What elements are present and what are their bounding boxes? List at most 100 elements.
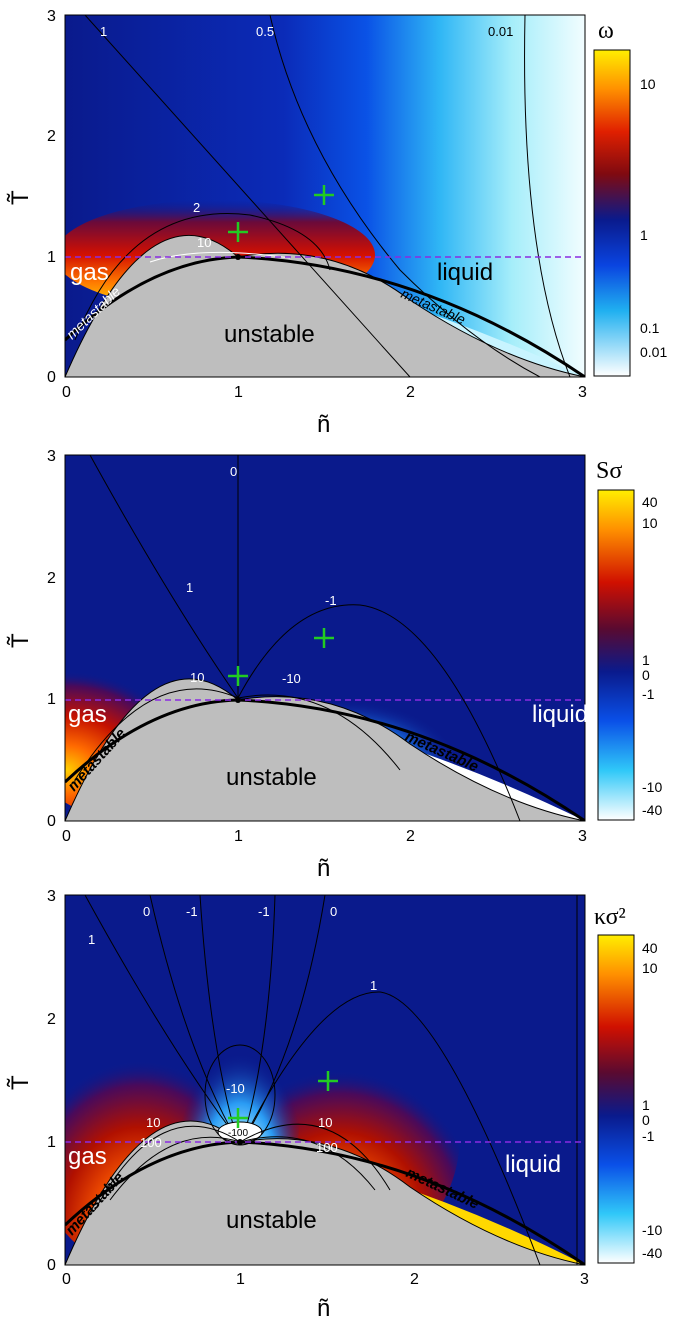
skewness-colorbar-title: Sσ bbox=[596, 458, 622, 484]
panel-kurtosis: 1 0 -1 -1 0 1 -10 10 10 100 100 -100 gas… bbox=[0, 880, 687, 1322]
skewness-y-tick: 2 bbox=[47, 570, 56, 587]
omega-x-axis-label: ñ bbox=[317, 411, 330, 438]
kurtosis-colorbar-tick: 1 bbox=[642, 1097, 650, 1113]
omega-colorbar-tick: 0.01 bbox=[640, 344, 667, 360]
omega-colorbar-tick: 10 bbox=[640, 76, 656, 92]
skewness-contour-minus1 bbox=[237, 604, 521, 821]
kurtosis-marker-1 bbox=[228, 1108, 248, 1128]
kurtosis-contour-100-left bbox=[109, 1136, 241, 1201]
skewness-contour-label: -1 bbox=[325, 593, 337, 608]
kurtosis-y-axis-label: T̃ bbox=[7, 1075, 34, 1090]
skewness-contour-10 bbox=[74, 688, 239, 781]
kurtosis-colorbar-tick: 40 bbox=[642, 940, 658, 956]
skewness-x-tick: 2 bbox=[406, 828, 415, 845]
kurtosis-contour-100-right bbox=[239, 1136, 376, 1191]
skewness-x-axis-label: ñ bbox=[317, 855, 330, 880]
omega-contour-10 bbox=[149, 251, 291, 263]
skewness-contour-label: 10 bbox=[190, 670, 204, 685]
omega-x-tick: 1 bbox=[234, 384, 243, 401]
omega-coexistence-curve bbox=[65, 255, 585, 377]
kurtosis-x-tick: 1 bbox=[236, 1271, 245, 1288]
omega-y-tick: 1 bbox=[47, 249, 56, 266]
kurtosis-colorbar-tick: -1 bbox=[642, 1128, 655, 1144]
skewness-x-tick: 1 bbox=[234, 828, 243, 845]
kurtosis-contour-label: 100 bbox=[140, 1135, 162, 1150]
skewness-colorbar-tick: 1 bbox=[642, 652, 650, 668]
kurtosis-contour-label: 10 bbox=[146, 1115, 160, 1130]
skewness-unstable-label: unstable bbox=[226, 764, 317, 791]
kurtosis-colorbar-tick: -40 bbox=[642, 1245, 662, 1261]
kurtosis-contour-1-left bbox=[84, 895, 241, 1143]
kurtosis-x-tick: 0 bbox=[62, 1271, 71, 1288]
kurtosis-contour-label: 0 bbox=[143, 904, 150, 919]
kurtosis-contour-label: 100 bbox=[316, 1140, 338, 1155]
kurtosis-contour-label: 1 bbox=[370, 978, 377, 993]
omega-contour-0.01 bbox=[524, 15, 571, 377]
skewness-marker-2 bbox=[314, 628, 334, 648]
kurtosis-chart: 1 0 -1 -1 0 1 -10 10 10 100 100 -100 gas… bbox=[7, 888, 662, 1322]
kurtosis-y-tick: 0 bbox=[47, 1257, 56, 1274]
kurtosis-contour-10-right bbox=[239, 1123, 391, 1191]
kurtosis-contour-0-right bbox=[241, 895, 326, 1143]
skewness-y-axis-label: T̃ bbox=[7, 633, 34, 648]
omega-liquid-label: liquid bbox=[437, 259, 493, 286]
kurtosis-x-tick: 2 bbox=[410, 1271, 419, 1288]
kurtosis-contour-label: -1 bbox=[258, 904, 270, 919]
kurtosis-colorbar-title: κσ² bbox=[594, 904, 626, 930]
skewness-contour-label: 1 bbox=[186, 580, 193, 595]
omega-contour-1 bbox=[84, 15, 411, 377]
omega-marker-2 bbox=[314, 185, 334, 205]
kurtosis-x-axis-label: ñ bbox=[317, 1295, 330, 1322]
skewness-liquid-label: liquid bbox=[532, 701, 588, 728]
skewness-y-tick: 3 bbox=[47, 448, 56, 465]
skewness-colorbar-tick: -1 bbox=[642, 686, 655, 702]
omega-gas-label: gas bbox=[70, 259, 109, 286]
skewness-y-tick: 1 bbox=[47, 691, 56, 708]
skewness-plot-frame bbox=[64, 454, 586, 822]
kurtosis-contour-label: -100 bbox=[228, 1128, 248, 1139]
kurtosis-y-tick: 1 bbox=[47, 1134, 56, 1151]
omega-marker-1 bbox=[228, 222, 248, 242]
kurtosis-contour-label: -1 bbox=[186, 904, 198, 919]
skewness-contour-1 bbox=[89, 455, 239, 699]
omega-y-tick: 2 bbox=[47, 128, 56, 145]
skewness-contour-label: -10 bbox=[282, 671, 301, 686]
omega-y-axis-label: T̃ bbox=[7, 190, 34, 205]
skewness-colorbar-tick: -40 bbox=[642, 802, 662, 818]
skewness-x-tick: 3 bbox=[578, 828, 587, 845]
omega-x-tick: 0 bbox=[62, 384, 71, 401]
omega-contour-label: 0.5 bbox=[256, 24, 274, 39]
kurtosis-contour-0-left bbox=[149, 895, 239, 1143]
skewness-contour-minus10 bbox=[237, 694, 401, 771]
omega-contour-label: 2 bbox=[193, 200, 200, 215]
kurtosis-critical-point bbox=[237, 1139, 243, 1145]
kurtosis-colorbar bbox=[597, 934, 635, 1264]
omega-contour-2 bbox=[74, 213, 331, 341]
omega-chart: 1 0.5 0.01 2 10 gas liquid unstable meta… bbox=[7, 8, 667, 438]
kurtosis-contour-10-left bbox=[94, 1125, 241, 1211]
omega-contour-label: 10 bbox=[197, 235, 211, 250]
skewness-marker-1 bbox=[228, 666, 248, 686]
kurtosis-contour-1-right bbox=[241, 991, 541, 1265]
skewness-x-tick: 0 bbox=[62, 828, 71, 845]
kurtosis-contour-label: -10 bbox=[226, 1081, 245, 1096]
kurtosis-unstable-label: unstable bbox=[226, 1207, 317, 1234]
skewness-colorbar-tick: 0 bbox=[642, 667, 650, 683]
omega-unstable-label: unstable bbox=[224, 321, 315, 348]
skewness-critical-point bbox=[235, 697, 241, 703]
panel-skewness: 0 1 -1 10 -10 gas liquid unstable metast… bbox=[0, 440, 687, 882]
skewness-y-tick: 0 bbox=[47, 813, 56, 830]
kurtosis-y-tick: 3 bbox=[47, 888, 56, 905]
omega-colorbar bbox=[593, 49, 631, 377]
skewness-colorbar-tick: 40 bbox=[642, 494, 658, 510]
kurtosis-colorbar-tick: 0 bbox=[642, 1112, 650, 1128]
kurtosis-contour-label: 0 bbox=[330, 904, 337, 919]
skewness-chart: 0 1 -1 10 -10 gas liquid unstable metast… bbox=[7, 448, 662, 882]
skewness-contour-label: 0 bbox=[230, 464, 237, 479]
omega-contour-label: 0.01 bbox=[488, 24, 513, 39]
kurtosis-liquid-label: liquid bbox=[505, 1151, 561, 1178]
kurtosis-contour-label: 10 bbox=[318, 1115, 332, 1130]
omega-x-tick: 3 bbox=[578, 384, 587, 401]
skewness-coexistence-curve bbox=[65, 698, 585, 821]
omega-y-tick: 0 bbox=[47, 369, 56, 386]
